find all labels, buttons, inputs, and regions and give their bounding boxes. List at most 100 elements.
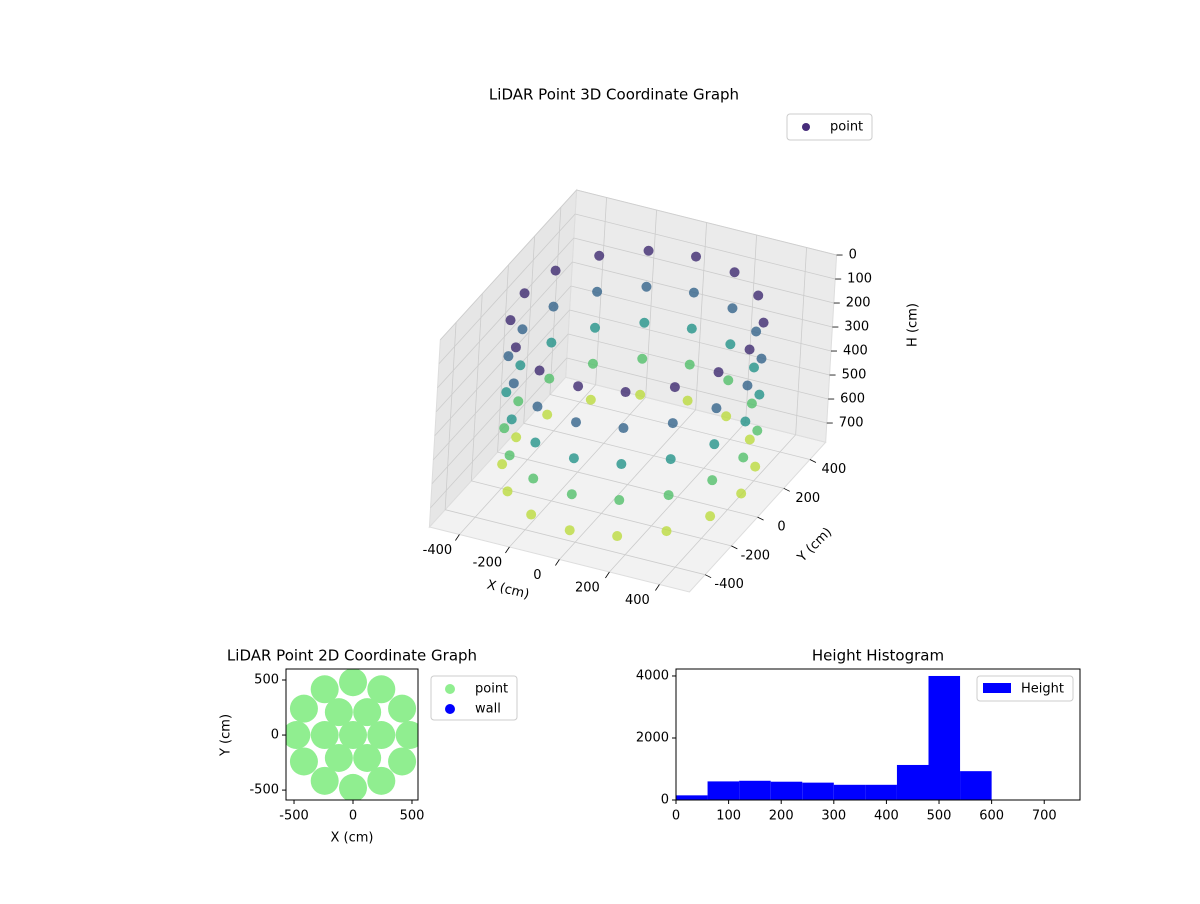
- point: [742, 380, 753, 391]
- chart-title: LiDAR Point 2D Coordinate Graph: [227, 647, 477, 665]
- tick-mark: [605, 571, 610, 579]
- point: [709, 439, 720, 450]
- bar: [770, 781, 803, 800]
- y-tick-label: -500: [249, 783, 279, 798]
- point: [532, 401, 543, 412]
- z-axis-label: H (cm): [906, 303, 921, 347]
- axes-frame: [675, 668, 1081, 801]
- grid-line: [576, 189, 837, 256]
- grid-line: [695, 222, 707, 410]
- point: [526, 509, 537, 520]
- point: [353, 698, 382, 727]
- grid-line: [438, 213, 576, 365]
- point: [684, 359, 695, 370]
- grid-line: [430, 357, 568, 509]
- point: [289, 747, 318, 776]
- point: [637, 353, 648, 364]
- point: [517, 324, 528, 335]
- point: [573, 381, 584, 392]
- point: [749, 362, 760, 373]
- point: [564, 525, 575, 536]
- point: [758, 317, 769, 328]
- legend-box: [430, 675, 518, 721]
- point: [752, 425, 763, 436]
- point: [738, 452, 749, 463]
- bar: [928, 675, 961, 800]
- point: [501, 387, 512, 398]
- tick-mark: [783, 487, 790, 492]
- point: [339, 721, 368, 750]
- y-tick-label: 0: [271, 728, 279, 743]
- point: [723, 375, 734, 386]
- y-tick-label: 2000: [636, 730, 669, 745]
- z-tick-label: 500: [842, 368, 867, 383]
- grid-line: [569, 309, 830, 376]
- point: [548, 301, 559, 312]
- legend-swatch: [983, 683, 1011, 693]
- point: [353, 743, 382, 772]
- y-tick-label: 0: [661, 793, 669, 808]
- grid-line: [445, 509, 706, 576]
- x-tick-label: 0: [533, 568, 541, 583]
- point: [663, 490, 674, 501]
- point: [740, 416, 751, 427]
- grid-line: [570, 285, 832, 352]
- x-tick-label: 200: [769, 809, 794, 824]
- z-tick-label: 300: [844, 320, 869, 335]
- z-tick-label: 100: [847, 272, 872, 287]
- legend-box: [976, 675, 1074, 702]
- point: [503, 351, 514, 362]
- point: [310, 675, 339, 704]
- point: [568, 453, 579, 464]
- point: [614, 495, 625, 506]
- point: [682, 395, 693, 406]
- z-tick-label: 200: [846, 296, 871, 311]
- point: [688, 287, 699, 298]
- point: [310, 766, 339, 795]
- z-tick-label: 600: [840, 392, 865, 407]
- legend-marker: [802, 123, 810, 131]
- point: [324, 743, 353, 772]
- point: [544, 373, 555, 384]
- bar: [960, 771, 992, 800]
- point: [751, 326, 762, 337]
- y-tick-label: 200: [795, 491, 820, 506]
- point: [711, 403, 722, 414]
- grid-line: [431, 333, 569, 485]
- legend-box: [786, 113, 873, 141]
- y-tick-label: -200: [741, 548, 771, 563]
- grid-line: [444, 322, 457, 510]
- x-tick-label: -400: [423, 543, 453, 558]
- point: [530, 437, 541, 448]
- point: [513, 396, 524, 407]
- x-tick-label: 500: [927, 809, 952, 824]
- point: [661, 526, 672, 537]
- grid-line: [433, 309, 570, 461]
- x-tick-label: 600: [979, 809, 1004, 824]
- z-tick-label: 700: [839, 416, 864, 431]
- point: [744, 434, 755, 445]
- point: [667, 418, 678, 429]
- point: [590, 322, 601, 333]
- z-tick-label: 400: [843, 344, 868, 359]
- grid-line: [497, 264, 509, 453]
- point: [736, 488, 747, 499]
- point: [499, 423, 510, 434]
- point: [534, 365, 545, 376]
- bar: [676, 795, 708, 800]
- x-tick-label: 700: [1032, 809, 1057, 824]
- point: [641, 281, 652, 292]
- tick-mark: [704, 574, 712, 579]
- point: [639, 317, 650, 328]
- y-tick-label: 0: [777, 520, 785, 535]
- point: [388, 747, 417, 776]
- point: [546, 337, 557, 348]
- point: [339, 773, 367, 800]
- x-tick-label: 400: [625, 593, 650, 608]
- x-tick-label: 200: [575, 580, 600, 595]
- z-tick-label: 0: [849, 248, 857, 263]
- bar: [896, 764, 929, 800]
- point: [508, 378, 519, 389]
- point: [511, 432, 522, 443]
- point: [686, 323, 697, 334]
